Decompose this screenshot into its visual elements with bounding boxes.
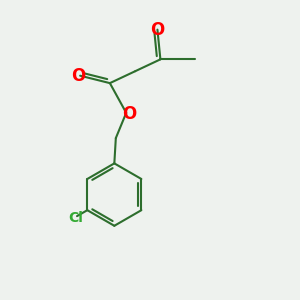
Text: Cl: Cl	[68, 211, 83, 225]
Text: O: O	[150, 21, 165, 39]
Text: O: O	[122, 105, 136, 123]
Text: O: O	[71, 67, 86, 85]
